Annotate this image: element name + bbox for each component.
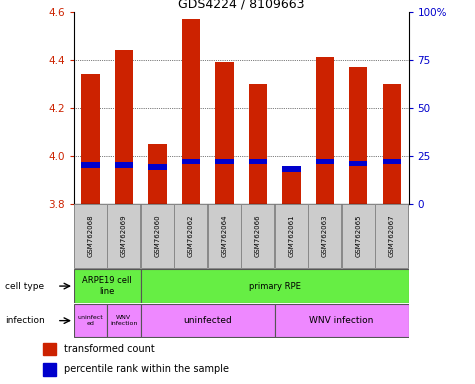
Text: percentile rank within the sample: percentile rank within the sample [64,364,229,374]
FancyBboxPatch shape [141,204,174,268]
Text: WNV
infection: WNV infection [110,315,138,326]
FancyBboxPatch shape [141,270,408,303]
Text: GSM762069: GSM762069 [121,215,127,258]
Bar [43,363,56,376]
Bar [315,57,334,204]
Bar [248,84,267,204]
Bar [282,170,301,204]
Text: GSM762062: GSM762062 [188,215,194,257]
Text: GSM762065: GSM762065 [355,215,361,257]
Title: GDS4224 / 8109663: GDS4224 / 8109663 [178,0,304,10]
FancyBboxPatch shape [174,204,207,268]
Text: GSM762063: GSM762063 [322,215,328,258]
Text: uninfected: uninfected [183,316,232,325]
Text: infection: infection [5,316,45,325]
Text: GSM762064: GSM762064 [221,215,228,257]
FancyBboxPatch shape [74,204,107,268]
Bar [114,162,133,168]
Text: ARPE19 cell
line: ARPE19 cell line [82,276,132,296]
Text: GSM762067: GSM762067 [389,215,395,258]
FancyBboxPatch shape [208,204,241,268]
FancyBboxPatch shape [275,304,408,337]
FancyBboxPatch shape [275,204,308,268]
Text: GSM762066: GSM762066 [255,215,261,258]
Bar [382,159,401,164]
Bar [181,19,200,204]
Text: GSM762068: GSM762068 [87,215,94,258]
Bar [282,166,301,172]
Text: WNV infection: WNV infection [309,316,374,325]
Bar [215,62,234,204]
Bar [315,159,334,164]
FancyBboxPatch shape [107,204,140,268]
Bar [81,74,100,204]
FancyBboxPatch shape [241,204,274,268]
Bar [148,164,167,170]
FancyBboxPatch shape [375,204,408,268]
FancyBboxPatch shape [107,304,141,337]
Text: primary RPE: primary RPE [248,281,301,291]
Text: GSM762061: GSM762061 [288,215,294,258]
Bar [81,162,100,168]
Bar [181,159,200,164]
Text: transformed count: transformed count [64,344,155,354]
Bar [382,84,401,204]
Bar [349,67,368,204]
Bar [114,50,133,204]
Bar [215,159,234,164]
Bar [248,159,267,164]
Bar [43,343,56,356]
FancyBboxPatch shape [141,304,275,337]
Bar [148,144,167,204]
FancyBboxPatch shape [308,204,341,268]
FancyBboxPatch shape [74,304,107,337]
FancyBboxPatch shape [342,204,375,268]
Text: uninfect
ed: uninfect ed [77,315,103,326]
Text: GSM762060: GSM762060 [154,215,161,258]
FancyBboxPatch shape [74,270,141,303]
Bar [349,161,368,166]
Text: cell type: cell type [5,281,44,291]
